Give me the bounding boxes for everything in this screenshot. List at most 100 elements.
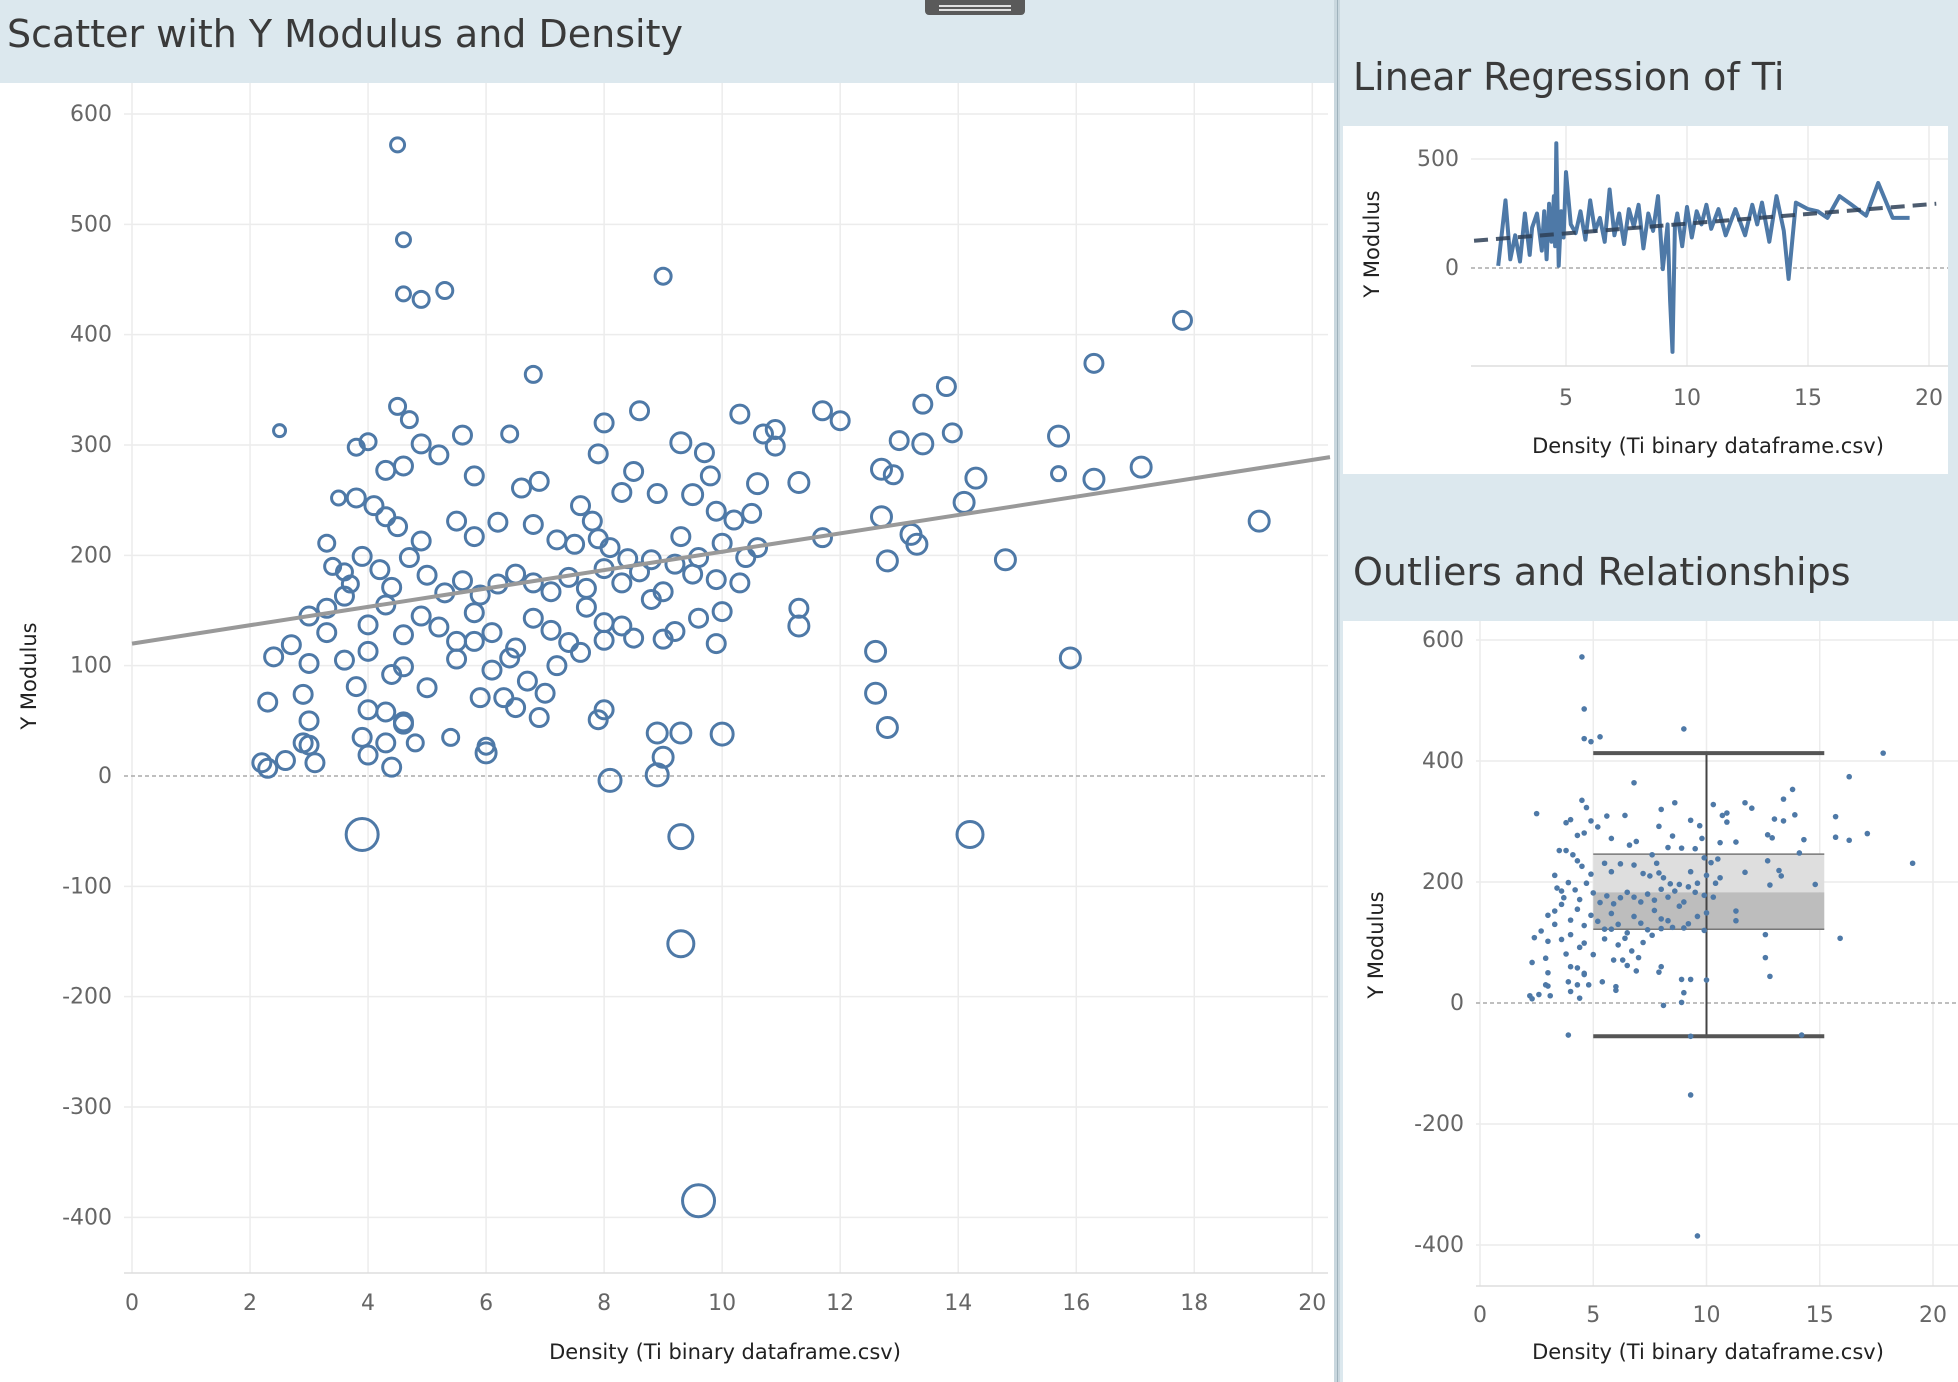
box-scatter-point: [1579, 654, 1585, 660]
box-scatter-point: [1558, 936, 1565, 943]
box-plot: [1593, 751, 1825, 1039]
box-scatter-point: [1658, 886, 1664, 893]
scatter-point: [644, 762, 670, 788]
scatter-point: [463, 526, 485, 548]
box-scatter-point: [1685, 920, 1692, 927]
scatter-point: [298, 710, 320, 732]
box-scatter-point: [1812, 881, 1819, 888]
main-x-axis-label: Density (Ti binary dataframe.csv): [549, 1340, 901, 1364]
scatter-point: [570, 495, 592, 517]
scatter-point: [1082, 467, 1106, 491]
box-scatter-point: [1719, 812, 1726, 819]
box-scatter-point: [1658, 925, 1664, 932]
box-scatter-point: [1671, 799, 1678, 806]
box-scatter-point: [1658, 916, 1664, 922]
box-scatter-point: [1631, 894, 1637, 900]
box-scatter-point: [1701, 892, 1708, 899]
box-scatter-point: [1771, 816, 1778, 822]
box-scatter-point: [1599, 979, 1606, 985]
box-scatter-point: [1717, 839, 1723, 846]
box-scatter-point: [1796, 850, 1803, 856]
box-scatter-point: [1538, 928, 1544, 934]
box-scatter-point: [1615, 942, 1621, 948]
outliers-chart-title: Outliers and Relationships: [1343, 535, 1958, 621]
main-y-tick-label: -300: [62, 1095, 112, 1120]
main-y-tick-label: 600: [70, 102, 112, 127]
main-scatter-chart[interactable]: -400 -300 -200 -100 0 100 200 300 400 500 600 0 2 4 6…: [0, 83, 1334, 1382]
box-scatter-point: [1529, 959, 1535, 966]
box-scatter-point: [1590, 951, 1597, 958]
scatter-point: [540, 619, 562, 641]
reg-y-tick-label: 500: [1417, 147, 1459, 172]
box-scatter-point: [1581, 940, 1587, 946]
box-lower-half: [1593, 892, 1825, 930]
scatter-point: [875, 715, 899, 739]
scatter-point: [593, 699, 615, 721]
box-scatter-point: [1581, 830, 1587, 836]
box-scatter-point: [1712, 880, 1719, 887]
scatter-point: [652, 628, 674, 650]
scatter-point: [446, 648, 468, 670]
regression-line-chart[interactable]: 0 500 5 10 15 20 Y Modulus Density (Ti binar…: [1343, 126, 1948, 474]
box-scatter-point: [1601, 936, 1608, 942]
reg-x-tick-label: 10: [1673, 386, 1701, 411]
scatter-point: [263, 646, 285, 668]
main-x-tick-label: 4: [361, 1291, 375, 1316]
main-y-tick-label: 500: [70, 212, 112, 237]
scatter-point: [363, 495, 385, 517]
main-y-tick-label: 100: [70, 654, 112, 679]
scatter-point: [705, 569, 727, 591]
box-scatter-point: [1565, 979, 1572, 985]
box-scatter-point: [1701, 855, 1708, 861]
box-scatter-point: [1724, 819, 1730, 825]
box-scatter-point: [1767, 973, 1773, 980]
scatter-point: [272, 423, 288, 439]
box-scatter-point: [1778, 873, 1785, 879]
reg-grid: [1471, 126, 1948, 367]
box-scatter-point: [1694, 880, 1701, 887]
box-scatter-point: [1631, 913, 1637, 920]
scatter-point: [764, 435, 786, 457]
box-scatter-point: [1635, 954, 1642, 961]
scatter-point: [1047, 424, 1071, 448]
box-scatter-point: [1667, 881, 1674, 887]
scatter-point: [723, 509, 745, 531]
box-scatter-point: [1590, 890, 1597, 896]
scatter-point: [251, 752, 273, 774]
box-scatter-point: [1574, 906, 1581, 913]
box-scatter-point: [1669, 833, 1676, 839]
scatter-point: [645, 721, 669, 745]
scatter-point: [274, 750, 296, 772]
scatter-point: [463, 465, 485, 487]
box-scatter-point: [1669, 924, 1676, 931]
scatter-point: [952, 490, 976, 514]
box-scatter-point: [1563, 951, 1569, 957]
box-scatter-point: [1567, 988, 1574, 995]
reg-x-axis-label: Density (Ti binary dataframe.csv): [1532, 434, 1884, 458]
scatter-point: [705, 500, 727, 522]
resize-handle[interactable]: [925, 0, 1025, 15]
box-scatter-point: [1710, 801, 1717, 808]
box-scatter-point: [1703, 872, 1710, 879]
scatter-point: [493, 687, 515, 709]
main-x-tick-label: 12: [826, 1291, 854, 1316]
scatter-point: [441, 727, 461, 747]
scatter-point: [451, 570, 473, 592]
scatter-point: [528, 707, 550, 729]
scatter-point: [669, 431, 693, 455]
scatter-point: [669, 721, 693, 745]
box-scatter-point: [1576, 944, 1583, 951]
box-y-tick-label: 200: [1422, 870, 1464, 895]
box-upper-half: [1593, 854, 1825, 893]
scatter-point: [611, 572, 633, 594]
outliers-box-chart[interactable]: -400 -200 0 200 400 600 0 5 10 15 20 Y Modulus De…: [1343, 621, 1958, 1382]
scatter-point: [829, 410, 851, 432]
box-scatter-point: [1640, 939, 1646, 946]
scatter-point: [410, 605, 432, 627]
box-scatter-point: [1624, 962, 1631, 969]
box-scatter-point: [1644, 926, 1651, 933]
box-scatter-point: [1604, 893, 1610, 899]
main-points: [251, 136, 1271, 1219]
scatter-point: [446, 510, 468, 532]
box-scatter-point: [1608, 835, 1615, 842]
